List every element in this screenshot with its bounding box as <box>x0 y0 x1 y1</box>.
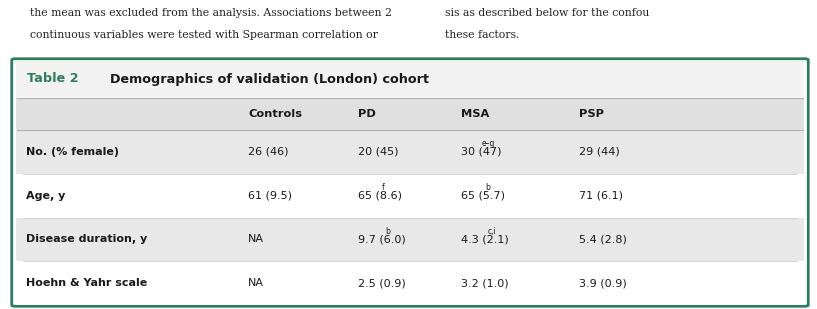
Text: 61 (9.5): 61 (9.5) <box>248 191 292 201</box>
Text: 2.5 (0.9): 2.5 (0.9) <box>358 278 406 288</box>
Text: 4.3 (2.1): 4.3 (2.1) <box>461 234 509 244</box>
Text: 65 (5.7): 65 (5.7) <box>461 191 505 201</box>
Text: continuous variables were tested with Spearman correlation or: continuous variables were tested with Sp… <box>30 30 378 40</box>
Text: 26 (46): 26 (46) <box>248 147 288 157</box>
Text: 3.9 (0.9): 3.9 (0.9) <box>579 278 627 288</box>
Text: b: b <box>485 183 490 192</box>
Text: PD: PD <box>358 109 376 119</box>
FancyBboxPatch shape <box>11 59 808 306</box>
Text: 29 (44): 29 (44) <box>579 147 620 157</box>
Text: 71 (6.1): 71 (6.1) <box>579 191 623 201</box>
Text: Hoehn & Yahr scale: Hoehn & Yahr scale <box>26 278 147 288</box>
Text: NA: NA <box>248 234 264 244</box>
Text: MSA: MSA <box>461 109 489 119</box>
Text: f: f <box>382 183 385 192</box>
Text: No. (% female): No. (% female) <box>26 147 119 157</box>
Text: PSP: PSP <box>579 109 604 119</box>
Text: 20 (45): 20 (45) <box>358 147 399 157</box>
Text: Table 2: Table 2 <box>27 73 78 86</box>
Text: NA: NA <box>248 278 264 288</box>
Text: Demographics of validation (London) cohort: Demographics of validation (London) coho… <box>110 73 429 86</box>
Text: c,i: c,i <box>488 227 497 236</box>
Text: Disease duration, y: Disease duration, y <box>26 234 147 244</box>
Text: these factors.: these factors. <box>445 30 520 40</box>
Text: 30 (47): 30 (47) <box>461 147 502 157</box>
Text: 65 (8.6): 65 (8.6) <box>358 191 402 201</box>
Text: Controls: Controls <box>248 109 302 119</box>
Text: 3.2 (1.0): 3.2 (1.0) <box>461 278 509 288</box>
Text: the mean was excluded from the analysis. Associations between 2: the mean was excluded from the analysis.… <box>30 8 392 18</box>
Text: 5.4 (2.8): 5.4 (2.8) <box>579 234 627 244</box>
Text: b: b <box>385 227 390 236</box>
Text: Age, y: Age, y <box>26 191 65 201</box>
Text: e–g: e–g <box>482 139 495 149</box>
Text: 9.7 (6.0): 9.7 (6.0) <box>358 234 406 244</box>
Text: sis as described below for the confou: sis as described below for the confou <box>445 8 650 18</box>
